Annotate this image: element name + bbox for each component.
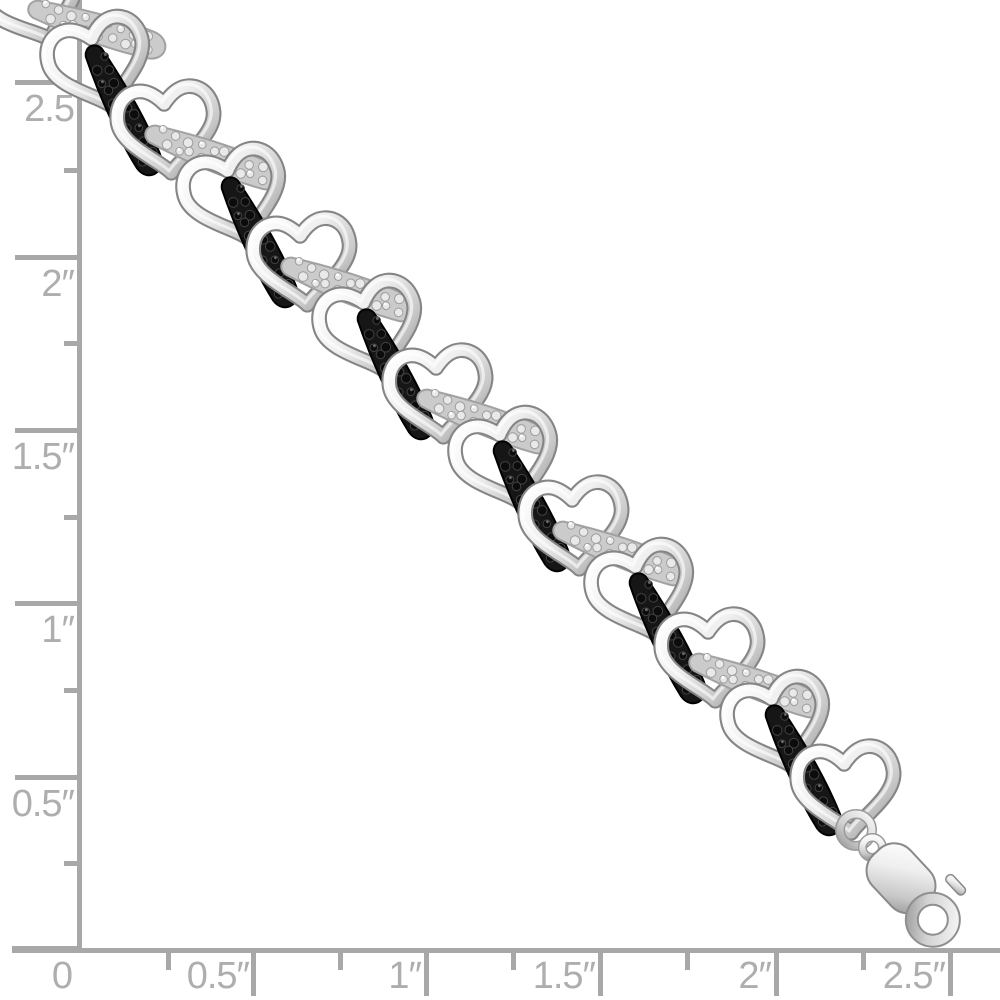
h-ruler-label: 0.5″ [186, 955, 250, 997]
ruler-tick [15, 428, 81, 433]
h-ruler-label: 1.5″ [532, 955, 596, 997]
heart-link [789, 738, 902, 841]
vertical-ruler-line [77, 0, 82, 952]
v-ruler-label: 1.5″ [11, 436, 75, 478]
heart-link [447, 404, 559, 510]
ruler-tick [15, 775, 81, 780]
ruler-tick [64, 168, 81, 173]
h-ruler-label: 1″ [388, 955, 422, 997]
ruler-tick [948, 950, 953, 996]
heart-link [39, 8, 151, 114]
heart-link-chain [0, 0, 967, 948]
ruler-tick [424, 950, 429, 996]
ruler-tick [64, 688, 81, 693]
ruler-tick [15, 80, 81, 85]
h-ruler-label: 2″ [738, 955, 772, 997]
ruler-tick [64, 515, 81, 520]
heart-link [583, 536, 695, 642]
heart-link [245, 210, 358, 313]
heart-link [517, 474, 630, 577]
lobster-clasp [835, 809, 967, 948]
h-ruler-label: 2.5″ [882, 955, 946, 997]
horizontal-ruler-stub [12, 946, 80, 953]
ruler-tick [64, 341, 81, 346]
ruler-tick [774, 950, 779, 996]
ruler-tick [511, 950, 516, 970]
ruler-tick [598, 950, 603, 996]
ruler-tick [338, 950, 343, 970]
ruler-tick [15, 601, 81, 606]
ruler-tick [685, 950, 690, 970]
ruler-tick [861, 950, 866, 970]
horizontal-ruler-line [12, 948, 1000, 953]
ruler-tick [15, 255, 81, 260]
v-ruler-label: 0.5″ [11, 783, 75, 825]
v-ruler-label: 1″ [41, 609, 75, 651]
ruler-tick [166, 950, 171, 970]
heart-link [381, 342, 494, 445]
heart-link [653, 606, 766, 709]
ruler-tick [251, 950, 256, 996]
heart-link [175, 140, 287, 246]
clasp-lever-pin [945, 873, 967, 896]
heart-link [109, 78, 222, 181]
ruler-tick [64, 861, 81, 866]
clasp-body [865, 842, 937, 915]
h-ruler-label: 0 [51, 955, 73, 997]
v-ruler-label: 2.5 [24, 88, 75, 130]
heart-link [719, 668, 831, 774]
v-ruler-label: 2″ [41, 263, 75, 305]
heart-link [311, 272, 423, 378]
